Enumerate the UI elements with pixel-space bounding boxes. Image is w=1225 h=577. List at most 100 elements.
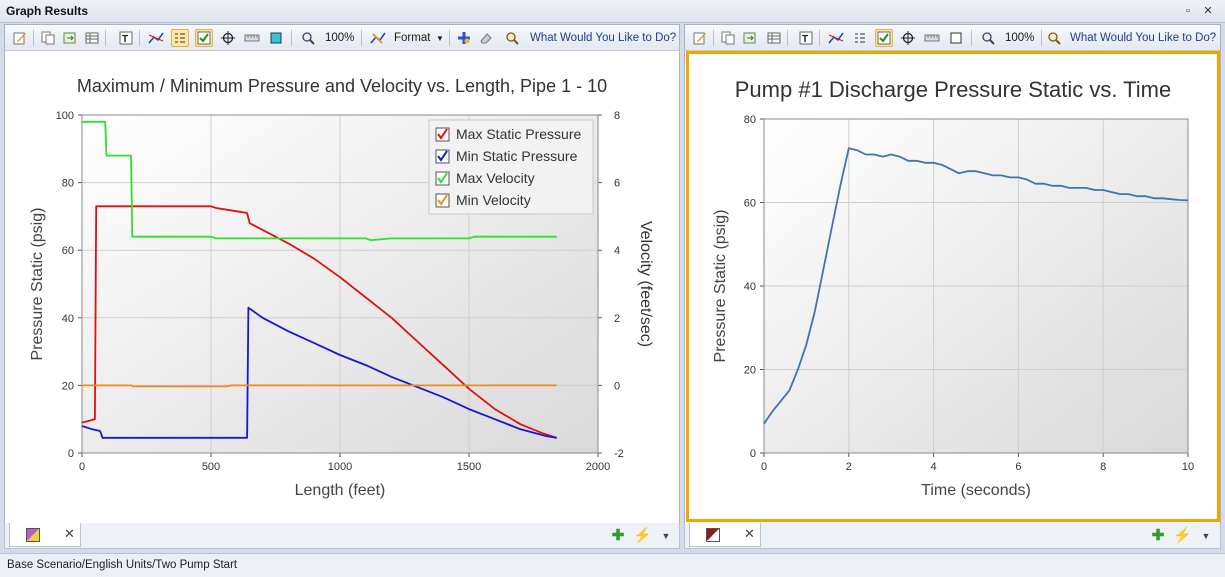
y2-axis-label: Velocity (feet/sec) [637, 221, 654, 347]
x-tick-label: 6 [1015, 461, 1021, 473]
export-icon[interactable] [741, 29, 759, 47]
zoom-level[interactable]: 100% [325, 32, 355, 44]
left-plot-area: Maximum / Minimum Pressure and Velocity … [5, 52, 679, 523]
pump-discharge-chart: Pump #1 Discharge Pressure Static vs. Ti… [712, 77, 1194, 499]
right-tabstrip: ✕ ✚ ⚡ ▼ [684, 523, 1221, 549]
y-tick-label: 80 [62, 178, 74, 190]
window-title: Graph Results [6, 4, 89, 18]
copy-icon[interactable] [39, 29, 57, 47]
format-menu[interactable]: Format [394, 32, 431, 44]
x-tick-label: 1000 [328, 461, 352, 473]
color-box-icon[interactable] [947, 29, 965, 47]
edit-graph-icon[interactable] [11, 29, 29, 47]
checkbox-tool-icon[interactable] [195, 29, 213, 47]
edit-graph-icon[interactable] [691, 29, 709, 47]
zoom-icon[interactable] [979, 29, 997, 47]
ruler-icon[interactable] [923, 29, 941, 47]
left-graph-tab[interactable]: ✕ [9, 523, 81, 547]
y-axis-label: Pressure Static (psig) [29, 208, 46, 361]
help-link[interactable]: What Would You Like to Do? [1070, 32, 1217, 44]
x-tick-label: 2000 [586, 461, 610, 473]
add-graph-icon[interactable]: ✚ [1151, 527, 1165, 544]
chart-title: Maximum / Minimum Pressure and Velocity … [77, 76, 607, 96]
color-box-icon[interactable] [267, 29, 285, 47]
help-search-icon[interactable] [1045, 29, 1063, 47]
y2-tick-label: 4 [614, 245, 620, 257]
legend-check-icon [437, 150, 448, 162]
close-icon[interactable]: ✕ [1203, 5, 1213, 17]
legend-item: Max Velocity [456, 170, 535, 186]
restore-icon[interactable]: ▫ [1186, 5, 1190, 17]
checkbox-tool-icon[interactable] [875, 29, 893, 47]
y-tick-label: 40 [744, 281, 756, 293]
legend-item: Min Velocity [456, 192, 531, 208]
ruler-icon[interactable] [243, 29, 261, 47]
series-line-0 [763, 147, 1189, 425]
format-icon[interactable] [369, 29, 387, 47]
plot-frame [81, 114, 599, 454]
crosshair-icon[interactable] [899, 29, 917, 47]
x-tick-label: 8 [1100, 461, 1106, 473]
pressure-velocity-chart: Maximum / Minimum Pressure and Velocity … [29, 76, 654, 499]
close-tab-icon[interactable]: ✕ [744, 526, 755, 541]
legend-toggle-icon[interactable] [851, 29, 869, 47]
right-graph-panel: T 100% What Would You Like to Do? Pump #… [684, 24, 1221, 524]
text-tool-icon[interactable]: T [117, 29, 135, 47]
zoom-level[interactable]: 100% [1005, 32, 1035, 44]
y2-tick-label: -2 [614, 448, 624, 460]
y-tick-label: 40 [62, 313, 74, 325]
legend-check-icon [437, 172, 448, 184]
help-link[interactable]: What Would You Like to Do? [530, 32, 677, 44]
text-tool-icon[interactable]: T [797, 29, 815, 47]
x-tick-label: 0 [79, 461, 85, 473]
left-tabstrip: ✕ ✚ ⚡ ▼ [4, 523, 680, 549]
x-tick-label: 500 [202, 461, 220, 473]
svg-text:T: T [122, 34, 128, 45]
graph-tab-icon [26, 528, 40, 542]
scenario-path: Base Scenario/English Units/Two Pump Sta… [7, 559, 238, 571]
add-marker-icon[interactable] [455, 29, 473, 47]
y-tick-label: 0 [68, 448, 74, 460]
y-tick-label: 20 [744, 365, 756, 377]
export-icon[interactable] [61, 29, 79, 47]
add-graph-icon[interactable]: ✚ [611, 527, 625, 544]
x-tick-label: 10 [1182, 461, 1194, 473]
svg-text:T: T [802, 34, 808, 45]
x-tick-label: 1500 [457, 461, 481, 473]
lightning-icon[interactable]: ⚡ [1173, 527, 1192, 544]
x-axis-label: Length (feet) [295, 482, 386, 499]
chevron-down-icon[interactable]: ▼ [1201, 531, 1211, 541]
y-tick-label: 80 [744, 114, 756, 126]
y-tick-label: 60 [62, 245, 74, 257]
x-tick-label: 0 [761, 461, 767, 473]
data-table-icon[interactable] [83, 29, 101, 47]
chevron-down-icon[interactable]: ▼ [436, 33, 444, 43]
y2-tick-label: 8 [614, 110, 620, 122]
y-axis-label: Pressure Static (psig) [712, 210, 729, 363]
zoom-icon[interactable] [299, 29, 317, 47]
chart-title: Pump #1 Discharge Pressure Static vs. Ti… [735, 77, 1172, 102]
y-tick-label: 0 [750, 448, 756, 460]
legend-check-icon [437, 194, 448, 206]
lightning-icon[interactable]: ⚡ [633, 527, 652, 544]
line-style-icon[interactable] [827, 29, 845, 47]
crosshair-icon[interactable] [219, 29, 237, 47]
line-style-icon[interactable] [147, 29, 165, 47]
y-tick-label: 20 [62, 380, 74, 392]
legend-check-icon [437, 128, 448, 140]
series-line-max-static-pressure [81, 205, 557, 439]
series-line-min-static-pressure [81, 306, 557, 439]
legend-item: Min Static Pressure [456, 148, 578, 164]
right-graph-tab[interactable]: ✕ [689, 523, 761, 547]
legend-toggle-icon[interactable] [171, 29, 189, 47]
status-bar: Base Scenario/English Units/Two Pump Sta… [0, 553, 1225, 577]
legend-item: Max Static Pressure [456, 126, 581, 142]
copy-icon[interactable] [719, 29, 737, 47]
data-table-icon[interactable] [765, 29, 783, 47]
help-search-icon[interactable] [503, 29, 521, 47]
right-plot-area: Pump #1 Discharge Pressure Static vs. Ti… [685, 52, 1220, 523]
close-tab-icon[interactable]: ✕ [64, 526, 75, 541]
eraser-icon[interactable] [477, 29, 495, 47]
y2-tick-label: 2 [614, 313, 620, 325]
chevron-down-icon[interactable]: ▼ [661, 531, 671, 541]
